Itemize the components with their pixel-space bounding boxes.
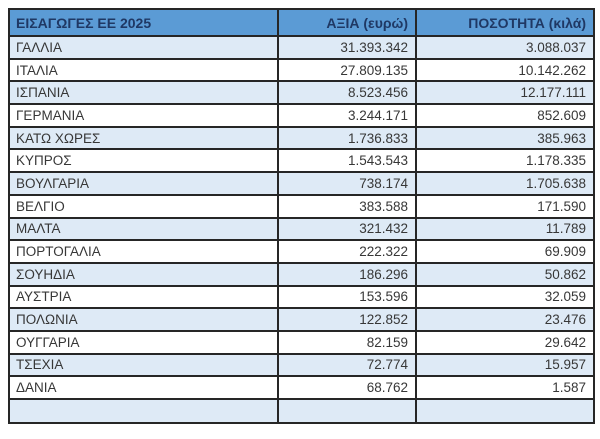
table-row: ΓΕΡΜΑΝΙΑ 3.244.171 852.609: [8, 103, 595, 128]
quantity-cell: 23.476: [415, 307, 595, 332]
country-cell: ΠΟΛΩΝΙΑ: [8, 307, 279, 332]
table-row: ΚΥΠΡΟΣ 1.543.543 1.178.335: [8, 148, 595, 174]
empty-cell: [8, 398, 279, 424]
value-cell: 31.393.342: [277, 35, 417, 60]
value-cell: 321.432: [277, 216, 417, 242]
country-cell: ΜΑΛΤΑ: [8, 216, 279, 242]
value-cell: 27.809.135: [277, 57, 417, 83]
value-cell: 186.296: [277, 261, 417, 287]
quantity-cell: 1.587: [415, 375, 595, 400]
table-row: ΒΟΥΛΓΑΡΙΑ 738.174 1.705.638: [8, 171, 595, 196]
empty-cell: [277, 398, 417, 424]
quantity-cell: 29.642: [415, 329, 595, 355]
country-cell: ΚΑΤΩ ΧΩΡΕΣ: [8, 125, 279, 151]
table-row: ΒΕΛΓΙΟ 383.588 171.590: [8, 193, 595, 219]
value-cell: 153.596: [277, 284, 417, 310]
table-row: ΚΑΤΩ ΧΩΡΕΣ 1.736.833 385.963: [8, 125, 595, 151]
data-table: ΕΙΣΑΓΩΓΕΣ ΕΕ 2025 ΑΞΙΑ (ευρώ) ΠΟΣΟΤΗΤΑ (…: [8, 8, 595, 424]
country-cell: ΚΥΠΡΟΣ: [8, 148, 279, 174]
quantity-cell: 32.059: [415, 284, 595, 310]
country-cell: ΓΕΡΜΑΝΙΑ: [8, 103, 279, 128]
country-cell: ΒΕΛΓΙΟ: [8, 193, 279, 219]
table-row: ΣΟΥΗΔΙΑ 186.296 50.862: [8, 261, 595, 287]
table-row: ΓΑΛΛΙΑ 31.393.342 3.088.037: [8, 35, 595, 60]
quantity-cell: 50.862: [415, 261, 595, 287]
quantity-cell: 852.609: [415, 103, 595, 128]
table-row: ΑΥΣΤΡΙΑ 153.596 32.059: [8, 284, 595, 310]
header-quantity-kg: ΠΟΣΟΤΗΤΑ (κιλά): [415, 8, 595, 37]
value-cell: 68.762: [277, 375, 417, 400]
quantity-cell: 11.789: [415, 216, 595, 242]
table-body: ΓΑΛΛΙΑ 31.393.342 3.088.037 ΙΤΑΛΙΑ 27.809.13…: [8, 35, 595, 424]
country-cell: ΤΣΕΧΙΑ: [8, 352, 279, 378]
quantity-cell: 3.088.037: [415, 35, 595, 60]
country-cell: ΠΟΡΤΟΓΑΛΙΑ: [8, 239, 279, 264]
table-row: ΜΑΛΤΑ 321.432 11.789: [8, 216, 595, 242]
table-row: ΠΟΛΩΝΙΑ 122.852 23.476: [8, 307, 595, 332]
value-cell: 738.174: [277, 171, 417, 196]
partial-cutoff-row: [8, 398, 595, 424]
value-cell: 1.543.543: [277, 148, 417, 174]
country-cell: ΓΑΛΛΙΑ: [8, 35, 279, 60]
table-row: ΙΤΑΛΙΑ 27.809.135 10.142.262: [8, 57, 595, 83]
country-cell: ΙΣΠΑΝΙΑ: [8, 80, 279, 106]
country-cell: ΙΤΑΛΙΑ: [8, 57, 279, 83]
value-cell: 72.774: [277, 352, 417, 378]
value-cell: 383.588: [277, 193, 417, 219]
country-cell: ΑΥΣΤΡΙΑ: [8, 284, 279, 310]
table-row: ΟΥΓΓΑΡΙΑ 82.159 29.642: [8, 329, 595, 355]
value-cell: 8.523.456: [277, 80, 417, 106]
country-cell: ΟΥΓΓΑΡΙΑ: [8, 329, 279, 355]
quantity-cell: 15.957: [415, 352, 595, 378]
header-title-eu-imports-2025: ΕΙΣΑΓΩΓΕΣ ΕΕ 2025: [8, 8, 279, 37]
quantity-cell: 171.590: [415, 193, 595, 219]
quantity-cell: 1.178.335: [415, 148, 595, 174]
quantity-cell: 69.909: [415, 239, 595, 264]
value-cell: 122.852: [277, 307, 417, 332]
country-cell: ΔΑΝΙΑ: [8, 375, 279, 400]
quantity-cell: 10.142.262: [415, 57, 595, 83]
table-row: ΙΣΠΑΝΙΑ 8.523.456 12.177.111: [8, 80, 595, 106]
header-value-euro: ΑΞΙΑ (ευρώ): [277, 8, 417, 37]
table-row: ΠΟΡΤΟΓΑΛΙΑ 222.322 69.909: [8, 239, 595, 264]
table-header: ΕΙΣΑΓΩΓΕΣ ΕΕ 2025 ΑΞΙΑ (ευρώ) ΠΟΣΟΤΗΤΑ (…: [8, 8, 595, 37]
eu-imports-table: ΕΙΣΑΓΩΓΕΣ ΕΕ 2025 ΑΞΙΑ (ευρώ) ΠΟΣΟΤΗΤΑ (…: [8, 8, 595, 424]
table-row: ΤΣΕΧΙΑ 72.774 15.957: [8, 352, 595, 378]
country-cell: ΣΟΥΗΔΙΑ: [8, 261, 279, 287]
value-cell: 82.159: [277, 329, 417, 355]
table-row: ΔΑΝΙΑ 68.762 1.587: [8, 375, 595, 400]
quantity-cell: 385.963: [415, 125, 595, 151]
header-row: ΕΙΣΑΓΩΓΕΣ ΕΕ 2025 ΑΞΙΑ (ευρώ) ΠΟΣΟΤΗΤΑ (…: [8, 8, 595, 37]
quantity-cell: 1.705.638: [415, 171, 595, 196]
empty-cell: [415, 398, 595, 424]
value-cell: 1.736.833: [277, 125, 417, 151]
quantity-cell: 12.177.111: [415, 80, 595, 106]
value-cell: 3.244.171: [277, 103, 417, 128]
country-cell: ΒΟΥΛΓΑΡΙΑ: [8, 171, 279, 196]
value-cell: 222.322: [277, 239, 417, 264]
